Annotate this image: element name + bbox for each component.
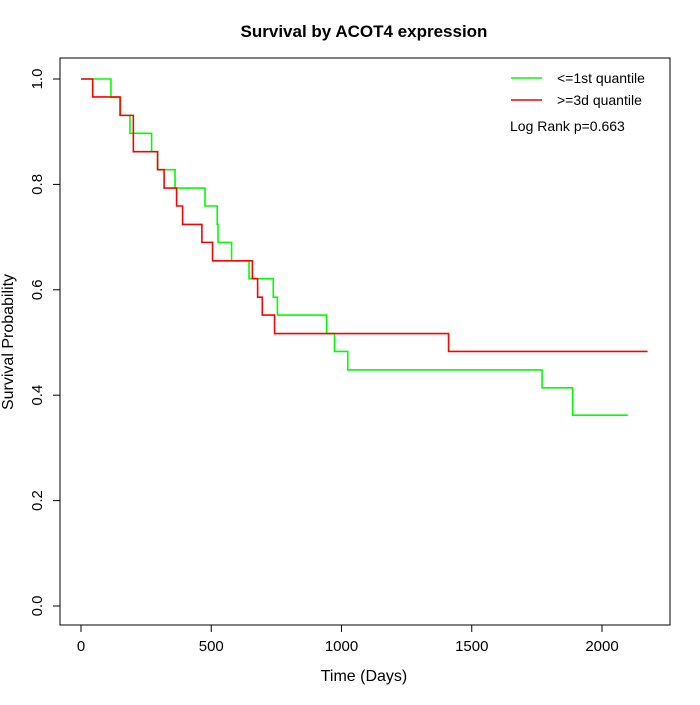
legend: <=1st quantile >=3d quantile xyxy=(511,70,645,108)
x-tick-label: 0 xyxy=(77,638,85,655)
chart-title: Survival by ACOT4 expression xyxy=(241,22,488,41)
y-tick-label: 0.8 xyxy=(29,174,46,195)
log-rank-annotation: Log Rank p=0.663 xyxy=(510,118,625,134)
y-axis-label: Survival Probability xyxy=(0,274,17,410)
legend-label-series-1: <=1st quantile xyxy=(557,70,645,86)
y-tick-label: 0.2 xyxy=(29,490,46,511)
survival-curve-series-2 xyxy=(81,78,648,353)
y-tick-label: 1.0 xyxy=(29,69,46,90)
y-tick-label: 0.0 xyxy=(29,596,46,617)
x-tick-label: 500 xyxy=(199,638,224,655)
legend-label-series-2: >=3d quantile xyxy=(557,92,642,108)
x-tick-label: 1000 xyxy=(325,638,358,655)
x-tick-label: 1500 xyxy=(455,638,488,655)
series-group xyxy=(81,78,648,417)
x-axis-label: Time (Days) xyxy=(321,668,408,685)
y-tick-label: 0.6 xyxy=(29,279,46,300)
x-axis: 0 500 1000 1500 2000 xyxy=(77,624,619,655)
x-tick-label: 2000 xyxy=(585,638,618,655)
y-axis: 0.0 0.2 0.4 0.6 0.8 1.0 xyxy=(29,69,61,617)
y-tick-label: 0.4 xyxy=(29,385,46,406)
